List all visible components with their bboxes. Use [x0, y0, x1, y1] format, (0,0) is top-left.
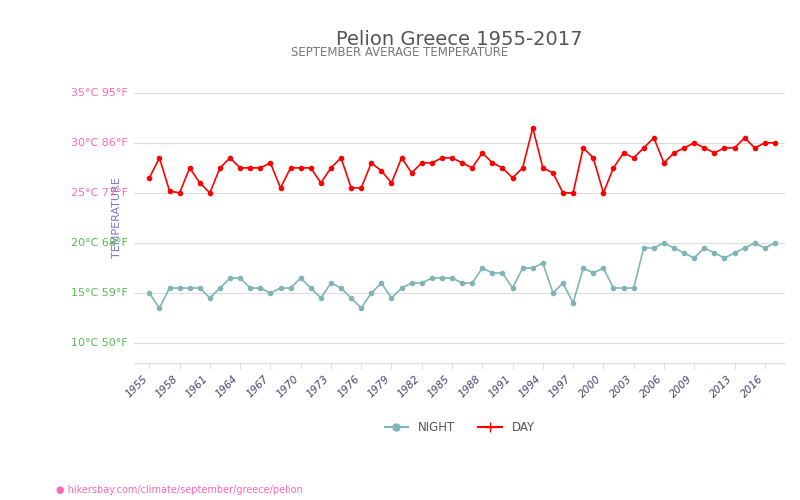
- Text: ● hikersbay.com/climate/september/greece/pelion: ● hikersbay.com/climate/september/greece…: [56, 485, 302, 495]
- Text: SEPTEMBER AVERAGE TEMPERATURE: SEPTEMBER AVERAGE TEMPERATURE: [291, 46, 509, 59]
- Y-axis label: TEMPERATURE: TEMPERATURE: [112, 178, 122, 258]
- Text: 15°C 59°F: 15°C 59°F: [71, 288, 128, 298]
- Text: 25°C 77°F: 25°C 77°F: [70, 188, 128, 198]
- Text: 10°C 50°F: 10°C 50°F: [71, 338, 128, 348]
- Title: Pelion Greece 1955-2017: Pelion Greece 1955-2017: [336, 30, 583, 49]
- Legend: NIGHT, DAY: NIGHT, DAY: [380, 416, 539, 438]
- Text: 35°C 95°F: 35°C 95°F: [71, 88, 128, 98]
- Text: 30°C 86°F: 30°C 86°F: [71, 138, 128, 148]
- Text: 20°C 68°F: 20°C 68°F: [71, 238, 128, 248]
